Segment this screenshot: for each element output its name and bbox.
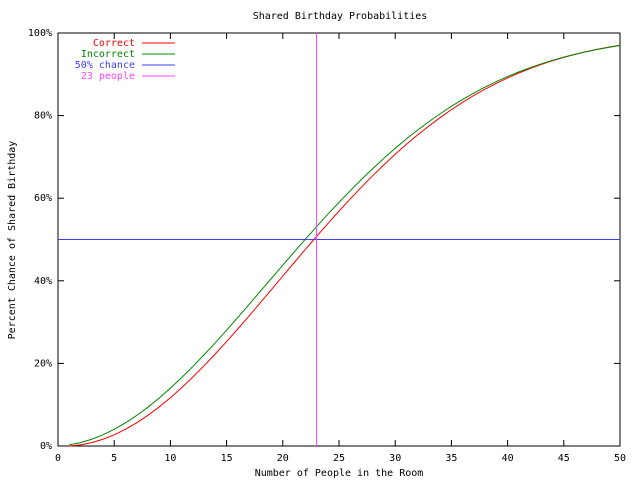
- chart-title: Shared Birthday Probabilities: [253, 11, 428, 22]
- legend-label: Incorrect: [81, 49, 135, 60]
- x-tick-label: 5: [111, 453, 117, 464]
- x-tick-label: 15: [221, 453, 233, 464]
- x-tick-label: 30: [389, 453, 401, 464]
- legend-label: 23 people: [81, 71, 135, 82]
- x-tick-label: 25: [333, 453, 345, 464]
- x-tick-label: 10: [164, 453, 176, 464]
- legend-label: Correct: [93, 38, 135, 49]
- y-tick-label: 80%: [34, 111, 52, 122]
- x-tick-label: 40: [502, 453, 514, 464]
- legend-label: 50% chance: [75, 60, 135, 71]
- x-tick-label: 50: [614, 453, 626, 464]
- y-tick-label: 0%: [40, 441, 52, 452]
- series-line: [69, 44, 621, 447]
- x-axis-label: Number of People in the Room: [255, 468, 424, 479]
- y-tick-label: 40%: [34, 276, 52, 287]
- x-tick-label: 45: [558, 453, 570, 464]
- y-tick-label: 60%: [34, 193, 52, 204]
- x-tick-label: 20: [277, 453, 289, 464]
- series-line: [69, 45, 621, 446]
- y-tick-label: 20%: [34, 358, 52, 369]
- y-tick-label: 100%: [28, 28, 52, 39]
- x-tick-label: 0: [55, 453, 61, 464]
- x-tick-label: 35: [445, 453, 457, 464]
- y-axis-label: Percent Chance of Shared Birthday: [7, 141, 18, 340]
